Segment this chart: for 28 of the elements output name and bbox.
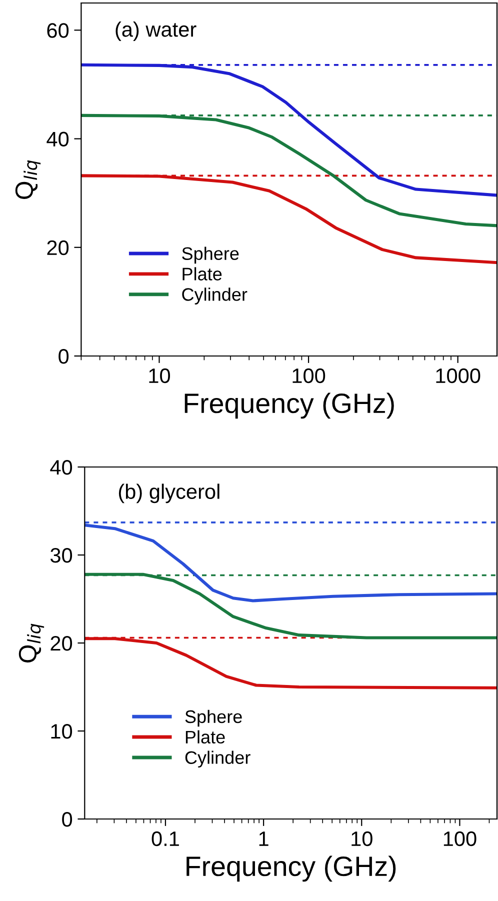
x-tick-label: 1000: [436, 368, 480, 384]
legend-label: Cylinder: [185, 750, 250, 768]
legend-label: Sphere: [182, 246, 239, 264]
legend-label: Plate: [186, 730, 225, 744]
y-tick-label: 0: [58, 349, 69, 364]
x-axis-title: Frequency (GHz): [184, 392, 394, 419]
y-tick-label: 20: [50, 636, 72, 651]
y-tick-label: 60: [47, 23, 69, 38]
y-tick-label: 0: [62, 812, 72, 827]
x-tick-label: 10: [149, 368, 170, 384]
y-axis-title: Q$_{liq}$: [18, 624, 44, 662]
y-tick-label: 40: [50, 460, 72, 475]
text: (b) glycerol: [118, 484, 220, 504]
y-tick-label: 30: [50, 548, 72, 563]
y-axis-title: Q$_{liq}$: [15, 160, 41, 199]
x-tick-label: 10: [352, 831, 372, 846]
x-axis-title: Frequency (GHz): [186, 856, 396, 882]
x-tick-label: 1: [259, 832, 268, 846]
y-tick-label: 20: [47, 240, 69, 256]
legend-label: Plate: [182, 267, 222, 280]
text: (a) water: [116, 22, 196, 41]
legend-label: Cylinder: [182, 288, 248, 304]
x-tick-label: 100: [292, 368, 326, 384]
legend-label: Sphere: [185, 710, 242, 727]
x-tick-label: 100: [444, 831, 476, 846]
y-tick-label: 40: [46, 132, 69, 147]
x-tick-label: 0.1: [152, 831, 179, 846]
y-tick-label: 10: [51, 724, 72, 739]
